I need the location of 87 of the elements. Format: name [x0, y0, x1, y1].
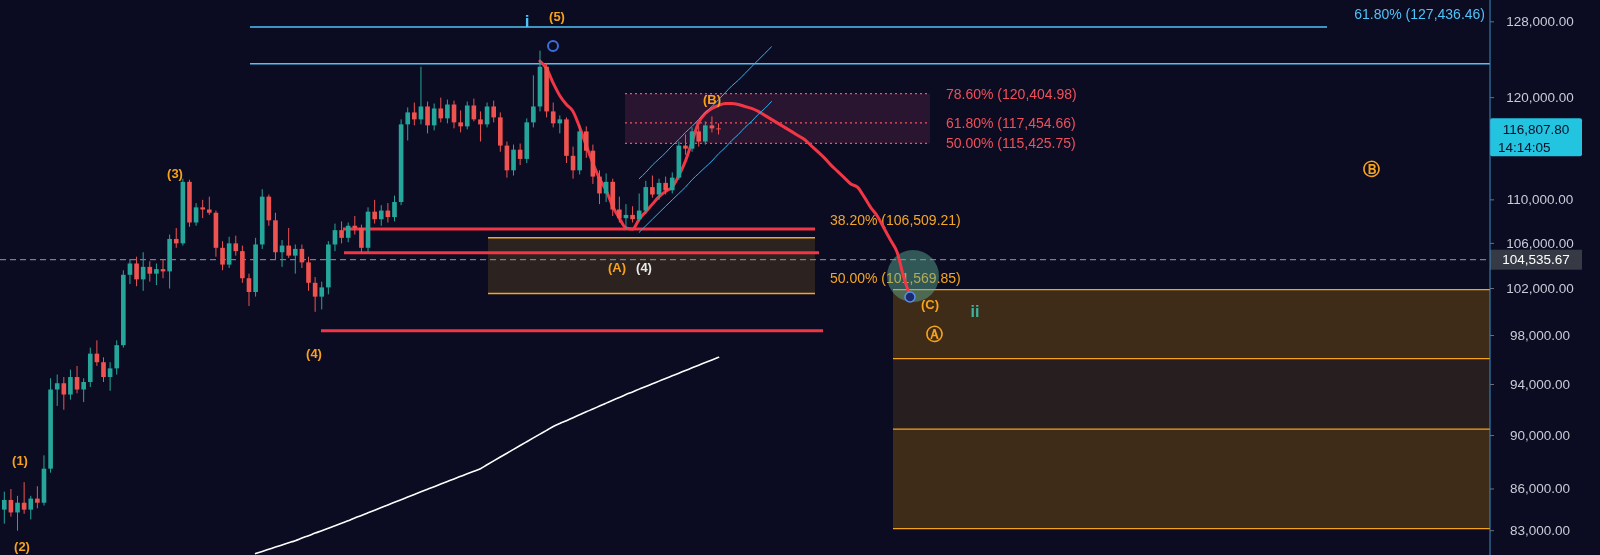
- line-series: [638, 46, 772, 180]
- candlestick: [35, 485, 40, 509]
- annotation: (B): [702, 91, 722, 107]
- candlestick: [643, 180, 649, 215]
- annotation: (A): [607, 259, 627, 275]
- ref-line-label: 78.60% (120,404.98): [946, 85, 1077, 102]
- ref-line-label: 61.80% (127,436.46): [1354, 6, 1485, 22]
- annotation: (5): [549, 8, 565, 24]
- text: 14:14:05: [1498, 139, 1551, 155]
- candlestick: [372, 199, 377, 225]
- candlestick: [226, 236, 232, 269]
- candlestick: [464, 101, 470, 130]
- annotation: i: [524, 11, 530, 31]
- candlestick: [550, 102, 556, 128]
- candlestick: [114, 339, 120, 376]
- ref-line-label: 61.80% (117,454.66): [946, 114, 1076, 131]
- candlestick: [438, 97, 444, 123]
- candlestick: [200, 199, 206, 219]
- candlestick: [147, 260, 153, 283]
- candlestick: [412, 102, 417, 126]
- candlestick: [345, 221, 351, 243]
- candlestick: [636, 192, 642, 222]
- candlestick: [154, 262, 159, 286]
- candlestick: [220, 240, 225, 271]
- annotation: (C): [920, 296, 940, 312]
- candlestick: [650, 175, 655, 199]
- candlestick: [61, 376, 67, 411]
- y-tick-label: 90,000.00: [1509, 428, 1571, 444]
- annotation: (3): [167, 165, 183, 181]
- candlestick: [689, 126, 695, 153]
- text: 116,807.80: [1502, 121, 1570, 137]
- candlestick: [233, 235, 239, 257]
- y-tick-label: 120,000.00: [1506, 90, 1574, 106]
- candlestick: [583, 125, 589, 159]
- candlestick: [511, 144, 516, 177]
- ref-line-label: 38.20% (106,509.21): [830, 211, 961, 228]
- y-tick-label: 94,000.00: [1509, 376, 1571, 392]
- candlestick: [716, 122, 721, 135]
- candlestick: [54, 374, 60, 407]
- candlestick: [319, 281, 325, 310]
- candlestick: [286, 227, 291, 259]
- candlestick: [405, 106, 411, 141]
- candlestick: [478, 110, 483, 143]
- candlestick: [491, 100, 497, 123]
- y-tick-label: 128,000.00: [1506, 14, 1574, 30]
- candlestick: [378, 204, 384, 227]
- annotation: (4): [306, 345, 322, 361]
- candlestick: [392, 195, 397, 222]
- y-tick-label: 98,000.00: [1509, 328, 1571, 344]
- candlestick: [134, 256, 139, 287]
- candlestick: [458, 109, 463, 133]
- y-tick-label: 83,000.00: [1509, 523, 1571, 539]
- y-tick-label: 102,000.00: [1506, 281, 1574, 297]
- candlestick: [339, 220, 344, 244]
- candlestick: [425, 101, 430, 134]
- candlestick: [359, 224, 364, 253]
- candlestick: [445, 99, 450, 124]
- candlestick: [292, 243, 298, 275]
- ref-line-label: 104,535.67: [1502, 252, 1570, 268]
- candlestick: [81, 377, 86, 403]
- candlestick: [306, 256, 311, 292]
- annotation: (4): [636, 259, 652, 275]
- candlestick: [101, 356, 106, 383]
- annotation: Ⓑ: [1362, 159, 1380, 179]
- y-tick-label: 86,000.00: [1509, 481, 1571, 497]
- candlestick: [669, 171, 675, 194]
- candlestick: [127, 258, 133, 285]
- candlestick: [1, 491, 7, 525]
- y-tick-label: 106,000.00: [1506, 235, 1574, 251]
- candlestick: [207, 196, 212, 216]
- annotation: (2): [14, 538, 30, 554]
- candlestick: [531, 74, 536, 128]
- candlestick: [107, 361, 113, 392]
- candlestick: [597, 169, 602, 205]
- candlestick: [617, 196, 622, 223]
- annotation: Ⓐ: [925, 324, 943, 344]
- y-tick-label: 110,000.00: [1506, 192, 1574, 208]
- annotation: (1): [12, 452, 28, 468]
- candlestick: [703, 120, 708, 146]
- candlestick: [15, 495, 20, 532]
- candlestick: [28, 495, 34, 520]
- candlestick: [173, 227, 179, 249]
- ref-line-label: 50.00% (115,425.75): [946, 135, 1076, 152]
- candlestick: [68, 369, 73, 401]
- annotation: ii: [970, 302, 980, 320]
- candlestick: [352, 215, 358, 236]
- candlestick: [74, 365, 80, 394]
